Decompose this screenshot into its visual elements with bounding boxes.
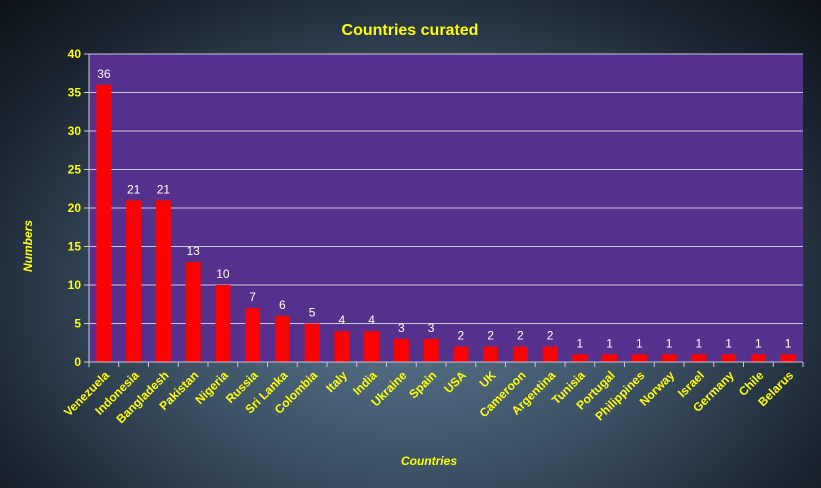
data-label: 1	[725, 336, 732, 350]
bar	[155, 200, 171, 362]
bar	[453, 346, 469, 362]
data-label: 3	[428, 321, 435, 335]
data-label: 13	[186, 244, 200, 258]
x-axis-tick-labels: VenezuelaIndonesiaBangladeshPakistanNige…	[61, 362, 804, 426]
bar	[631, 354, 647, 362]
data-label: 4	[339, 313, 346, 327]
data-label: 21	[127, 182, 141, 196]
bar	[185, 261, 201, 362]
data-label: 6	[279, 298, 286, 312]
x-axis-title: Countries	[401, 454, 457, 468]
chart-title: Countries curated	[342, 22, 479, 39]
data-label: 1	[636, 336, 643, 350]
y-tick-label: 35	[68, 86, 82, 100]
bar	[215, 285, 231, 362]
bar	[542, 346, 558, 362]
bar	[334, 331, 350, 362]
y-tick-label: 30	[68, 124, 82, 138]
data-label: 1	[696, 336, 703, 350]
y-tick-label: 25	[68, 163, 82, 177]
bar	[572, 354, 588, 362]
bar	[423, 338, 439, 362]
bar	[96, 84, 112, 363]
bar	[512, 346, 528, 362]
x-tick-label: Nigeria	[192, 368, 231, 407]
bar	[393, 338, 409, 362]
y-tick-label: 0	[74, 355, 81, 369]
data-label: 36	[97, 67, 111, 81]
data-label: 2	[458, 329, 465, 343]
data-label: 1	[666, 336, 673, 350]
data-label: 1	[606, 336, 613, 350]
y-axis-ticks: 0 5 10 15 20 25 30 35 40	[68, 47, 89, 369]
data-label: 2	[487, 329, 494, 343]
data-label: 21	[157, 182, 171, 196]
x-tick-label: UK	[477, 368, 499, 390]
data-label: 5	[309, 306, 316, 320]
x-tick-label: Italy	[323, 368, 350, 395]
data-label: 2	[547, 329, 554, 343]
y-tick-label: 20	[68, 201, 82, 215]
bar	[780, 354, 796, 362]
bar	[691, 354, 707, 362]
data-label: 1	[755, 336, 762, 350]
bar	[721, 354, 737, 362]
data-label: 4	[368, 313, 375, 327]
data-label: 1	[577, 336, 584, 350]
bars	[96, 84, 796, 363]
data-label: 10	[216, 267, 230, 281]
y-tick-label: 15	[68, 240, 82, 254]
data-label: 3	[398, 321, 405, 335]
x-tick-label: Spain	[406, 368, 439, 401]
bar	[245, 308, 261, 362]
data-label: 2	[517, 329, 524, 343]
data-label: 7	[249, 290, 256, 304]
bar	[274, 315, 290, 362]
y-tick-label: 10	[68, 278, 82, 292]
y-tick-label: 40	[68, 47, 82, 61]
bar	[483, 346, 499, 362]
bar	[304, 323, 320, 362]
y-axis-title: Numbers	[21, 220, 35, 272]
bar	[602, 354, 618, 362]
bar	[661, 354, 677, 362]
bar	[364, 331, 380, 362]
bar	[126, 200, 142, 362]
data-label: 1	[785, 336, 792, 350]
y-tick-label: 5	[74, 317, 81, 331]
bar	[750, 354, 766, 362]
x-tick-label: USA	[441, 368, 469, 396]
